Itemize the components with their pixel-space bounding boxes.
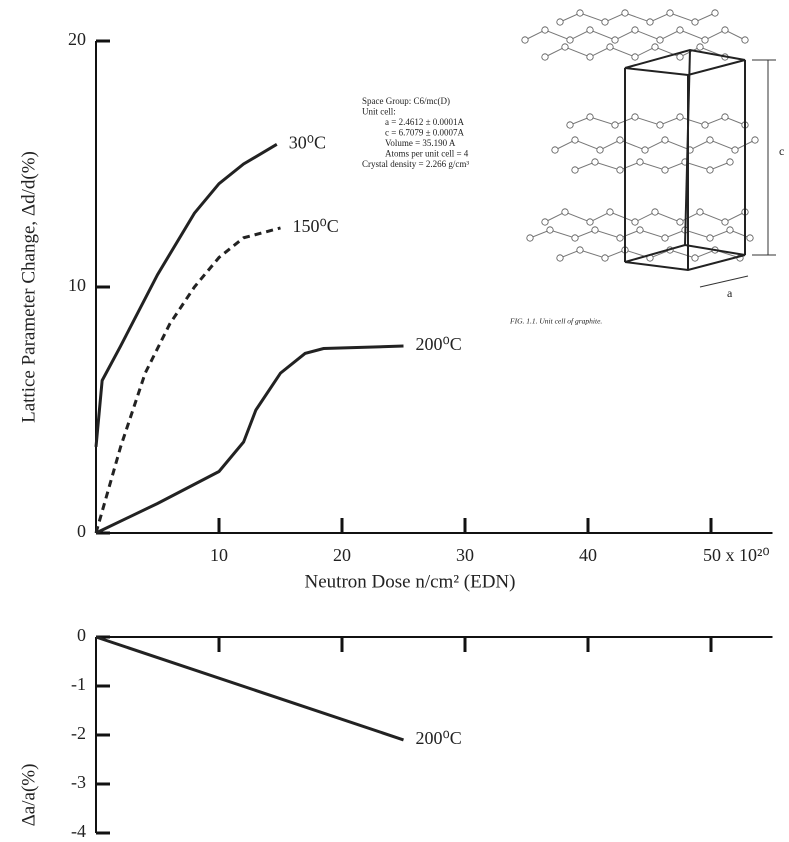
series-label: 150⁰C bbox=[293, 216, 339, 236]
data-line bbox=[96, 637, 404, 740]
dimension-label: c bbox=[779, 144, 784, 158]
graphite-diagram: c a FIG. 1.1. Unit cell of graphite. bbox=[509, 13, 784, 326]
annotation: Volume = 35.190 A bbox=[385, 138, 456, 148]
y-tick-label: 0 bbox=[77, 521, 86, 541]
carbon-layer bbox=[555, 140, 755, 150]
x-tick-label: 30 bbox=[456, 545, 474, 565]
y-tick-label: 0 bbox=[77, 625, 86, 645]
carbon-layer bbox=[570, 117, 745, 125]
y-tick-label: -3 bbox=[71, 772, 86, 792]
figure: c a FIG. 1.1. Unit cell of graphite. Spa… bbox=[0, 0, 789, 842]
carbon-layer bbox=[545, 212, 745, 222]
y-axis-title: Lattice Parameter Change, Δd/d(%) bbox=[18, 151, 39, 423]
y-tick-label: 10 bbox=[68, 275, 86, 295]
carbon-layer bbox=[530, 230, 750, 238]
x-tick-label: 40 bbox=[579, 545, 597, 565]
x-tick-label: 50 x 10²⁰ bbox=[703, 545, 770, 565]
x-axis-title: Neutron Dose n/cm² (EDN) bbox=[305, 571, 516, 592]
y-tick-label: -1 bbox=[71, 674, 86, 694]
y-tick-label: -4 bbox=[71, 821, 86, 841]
y-tick-label: -2 bbox=[71, 723, 86, 743]
annotation: Space Group: C6/mc(D) bbox=[362, 96, 450, 106]
x-tick-label: 10 bbox=[210, 545, 228, 565]
series-label: 200⁰C bbox=[416, 728, 462, 748]
annotation: c = 6.7079 ± 0.0007A bbox=[385, 128, 465, 138]
figure-caption: FIG. 1.1. Unit cell of graphite. bbox=[509, 317, 602, 326]
dimension-line bbox=[700, 276, 748, 287]
x-tick-label: 20 bbox=[333, 545, 351, 565]
series-label: 30⁰C bbox=[289, 132, 326, 152]
annotation: Crystal density = 2.266 g/cm³ bbox=[362, 159, 469, 169]
y-axis-title: Δa/a(%) bbox=[18, 764, 39, 827]
carbon-layer bbox=[560, 13, 715, 22]
carbon-layer bbox=[525, 30, 745, 40]
series-label: 200⁰C bbox=[416, 334, 462, 354]
unit-cell bbox=[625, 245, 745, 270]
annotations: Space Group: C6/mc(D)Unit cell:a = 2.461… bbox=[362, 96, 469, 169]
unit-cell bbox=[625, 50, 745, 75]
data-line bbox=[96, 144, 277, 447]
carbon-layer bbox=[575, 162, 730, 170]
annotation: a = 2.4612 ± 0.0001A bbox=[385, 117, 465, 127]
annotation: Unit cell: bbox=[362, 107, 396, 117]
annotation: Atoms per unit cell = 4 bbox=[385, 149, 469, 159]
data-line bbox=[96, 346, 404, 533]
y-tick-label: 20 bbox=[68, 29, 86, 49]
dimension-label: a bbox=[727, 286, 733, 300]
